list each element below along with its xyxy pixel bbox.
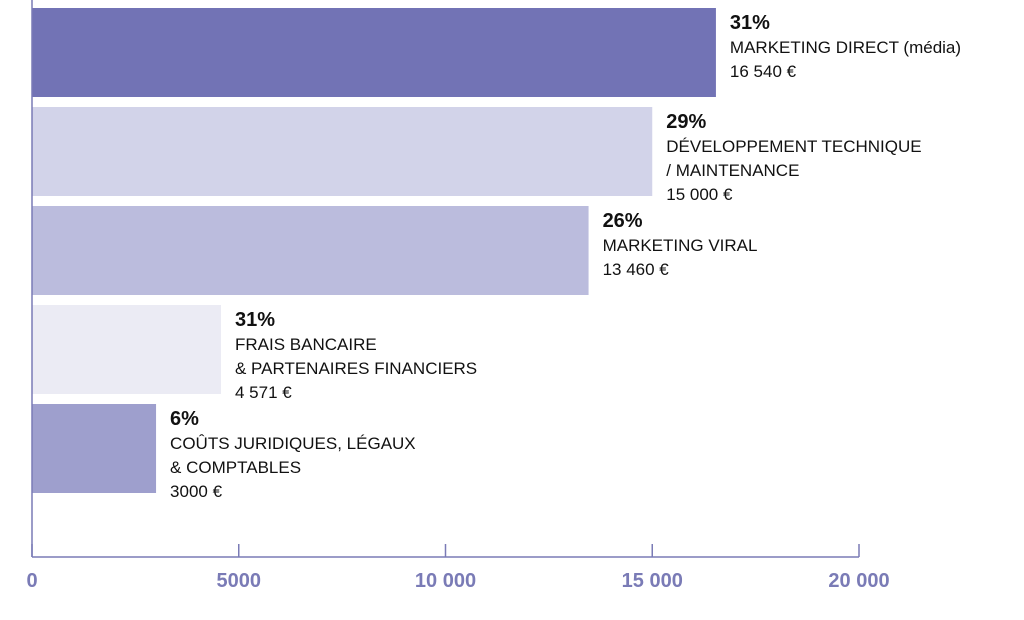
bar-5-value: 3000 €: [170, 482, 223, 501]
bar-3: [32, 206, 589, 295]
bar-5-name-line-1: COÛTS JURIDIQUES, LÉGAUX: [170, 434, 416, 453]
bar-3-name-line-1: MARKETING VIRAL: [603, 236, 758, 255]
bar-5: [32, 404, 157, 493]
bar-4: [32, 305, 222, 394]
bar-1: [32, 8, 716, 97]
x-axis: 0 5000 10 000 15 000 20 000: [26, 0, 890, 592]
bar-labels-group: 31% MARKETING DIRECT (média) 16 540 € 29% DÉ…: [170, 12, 961, 501]
bar-5-percent: 6%: [170, 408, 199, 430]
bar-4-percent: 31%: [235, 309, 275, 331]
bar-1-value: 16 540 €: [730, 62, 797, 81]
bar-4-name-line-1: FRAIS BANCAIRE: [235, 335, 377, 354]
bar-1-name-line-1: MARKETING DIRECT (média): [730, 38, 961, 57]
bar-2-value: 15 000 €: [666, 185, 733, 204]
x-tick-label-4: 15 000: [622, 570, 683, 592]
bar-2: [32, 107, 653, 196]
bars-group: [32, 8, 716, 493]
x-tick-label-2: 5000: [217, 570, 262, 592]
x-tick-label-5: 20 000: [828, 570, 889, 592]
bar-3-percent: 26%: [603, 210, 643, 232]
bar-4-value: 4 571 €: [235, 383, 292, 402]
bar-1-percent: 31%: [730, 12, 770, 34]
bar-2-name-line-2: / MAINTENANCE: [666, 161, 799, 180]
bar-3-value: 13 460 €: [603, 260, 670, 279]
x-tick-label-1: 0: [26, 570, 37, 592]
bar-4-name-line-2: & PARTENAIRES FINANCIERS: [235, 359, 477, 378]
bar-2-percent: 29%: [666, 111, 706, 133]
bar-2-name-line-1: DÉVELOPPEMENT TECHNIQUE: [666, 137, 921, 156]
bar-5-name-line-2: & COMPTABLES: [170, 458, 301, 477]
x-tick-label-3: 10 000: [415, 570, 476, 592]
bar-1-name-suffix: (média): [899, 38, 961, 57]
